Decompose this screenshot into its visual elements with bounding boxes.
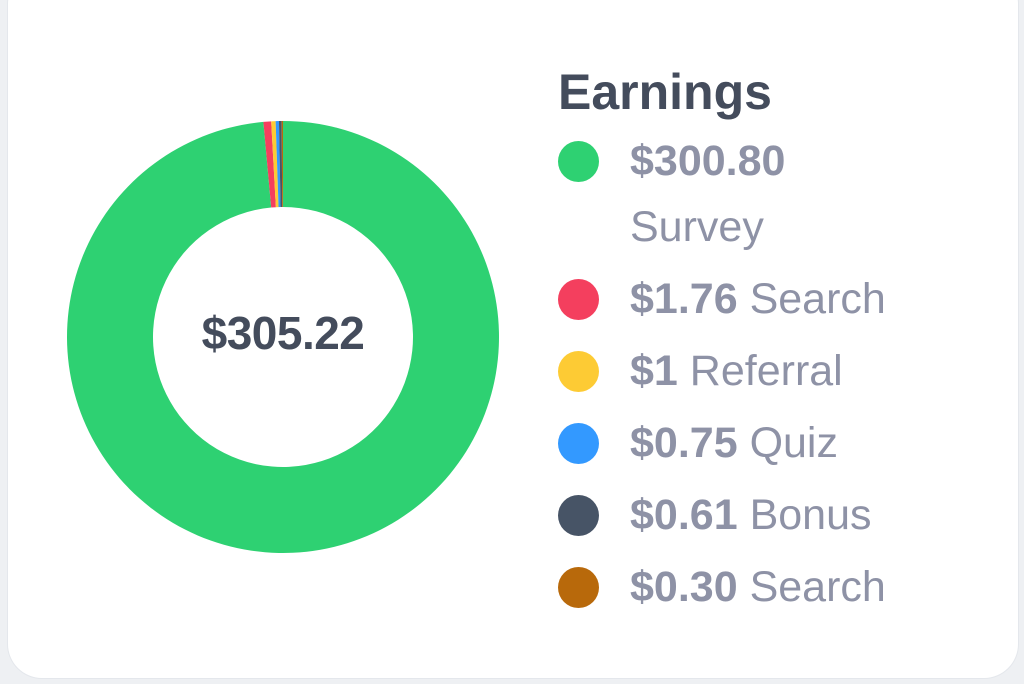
legend-item-search-2: $0.30 Search	[558, 554, 998, 620]
legend-item-referral: $1 Referral	[558, 338, 998, 404]
legend-item-search: $1.76 Search	[558, 266, 998, 332]
legend-label: Bonus	[749, 491, 872, 539]
donut-slice-survey-0	[66, 121, 500, 553]
legend-amount: $1.76	[630, 275, 738, 323]
legend-swatch-referral	[558, 351, 599, 392]
donut-chart	[66, 121, 500, 553]
legend-amount: $0.75	[630, 419, 738, 467]
legend-swatch-survey	[558, 141, 599, 182]
legend-swatch-search	[558, 279, 599, 320]
legend-swatch-search-2	[558, 567, 599, 608]
legend-swatch-bonus	[558, 495, 599, 536]
legend-amount: $1	[630, 347, 678, 395]
legend-title: Earnings	[558, 64, 772, 120]
legend-label: Search	[749, 275, 886, 323]
legend-label: Search	[749, 563, 886, 611]
earnings-card	[8, 0, 1018, 678]
legend-amount: $0.30	[630, 563, 738, 611]
donut-slice-search-1	[263, 121, 276, 208]
legend-label: Survey	[630, 203, 764, 251]
legend-item-quiz: $0.75 Quiz	[558, 410, 998, 476]
legend-item-bonus: $0.61 Bonus	[558, 482, 998, 548]
donut-slice-referral-2	[271, 121, 279, 208]
chart-legend: Earnings $300.80 Survey $1.76 Search $1 …	[558, 62, 998, 626]
donut-slice-quiz-3	[275, 121, 281, 208]
legend-amount: $300.80	[630, 137, 786, 185]
legend-swatch-quiz	[558, 423, 599, 464]
legend-amount: $0.61	[630, 491, 738, 539]
donut-slice-search-5	[281, 121, 283, 208]
donut-slice-bonus-4	[278, 121, 283, 208]
legend-label: Referral	[689, 347, 843, 395]
legend-label: Quiz	[749, 419, 838, 467]
total-earnings-label: $305.22	[201, 307, 365, 359]
legend-item-survey: $300.80 Survey	[558, 128, 880, 260]
